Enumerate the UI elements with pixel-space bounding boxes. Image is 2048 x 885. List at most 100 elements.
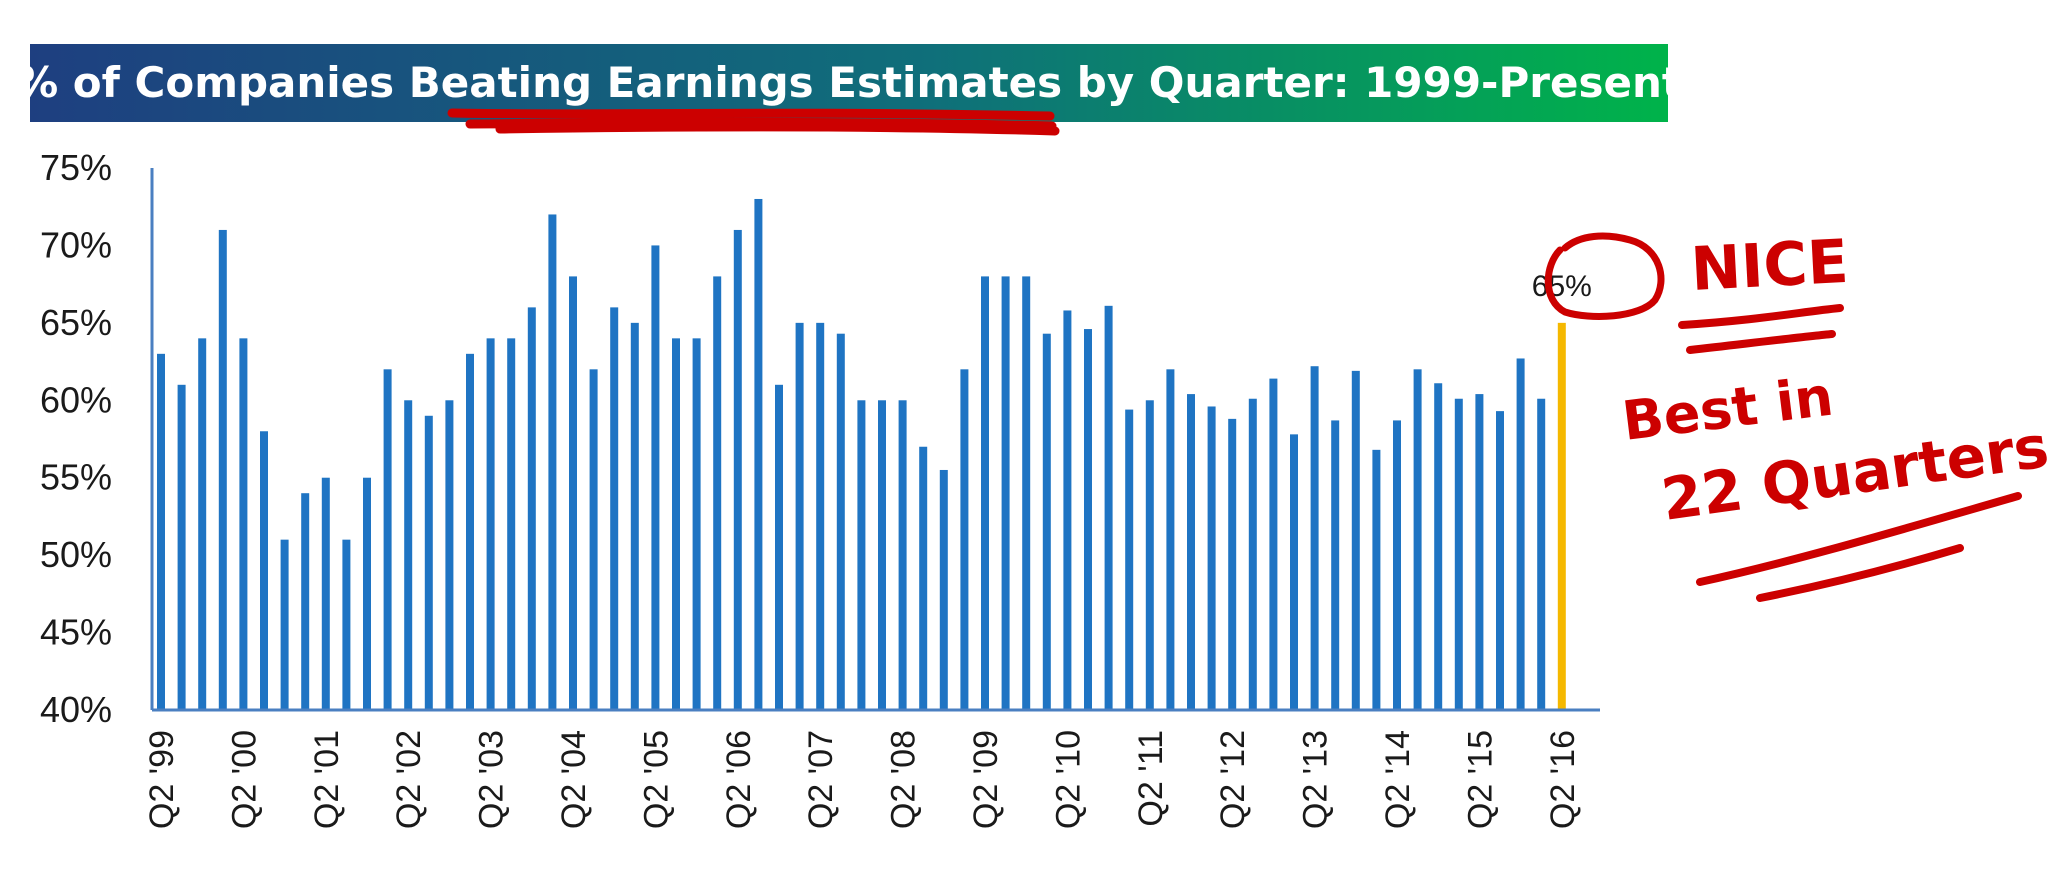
y-tick-label: 40% <box>40 689 112 730</box>
bar <box>383 369 392 710</box>
x-tick-label: Q2 '08 <box>885 730 923 829</box>
bar <box>1372 449 1381 710</box>
y-tick-label: 45% <box>40 612 112 653</box>
highlight-circle-scribble <box>1544 232 1665 320</box>
bar <box>1104 305 1113 710</box>
bar <box>1042 333 1051 710</box>
x-tick-label: Q2 '05 <box>637 730 675 829</box>
bar <box>1269 378 1278 710</box>
bar <box>960 369 969 710</box>
bar <box>280 539 289 710</box>
bar <box>1310 366 1319 710</box>
bar <box>672 338 680 710</box>
bar <box>198 338 207 710</box>
y-tick-label: 60% <box>40 379 112 420</box>
bar <box>466 353 474 710</box>
bar <box>486 338 495 710</box>
bar <box>1537 398 1546 710</box>
quarters-underline-scribble <box>1696 492 2022 602</box>
bar <box>630 322 639 710</box>
bar <box>857 400 866 710</box>
x-tick-label: Q2 '03 <box>473 730 511 829</box>
bar <box>733 229 742 710</box>
x-tick-label: Q2 '15 <box>1461 730 1499 829</box>
x-tick-label: Q2 '11 <box>1132 730 1170 827</box>
bar <box>754 198 763 710</box>
bar <box>218 229 227 710</box>
bar <box>404 400 413 710</box>
bar <box>342 539 351 710</box>
bar <box>424 415 433 710</box>
bar <box>260 431 268 710</box>
x-tick-label: Q2 '09 <box>967 730 1005 829</box>
bar <box>1063 310 1072 710</box>
bar <box>363 477 371 710</box>
highlight-data-label: 65% <box>1532 270 1592 303</box>
bar <box>1434 383 1443 710</box>
bar <box>1351 370 1360 710</box>
bar <box>692 338 701 710</box>
y-tick-label: 75% <box>40 147 112 188</box>
chart-title: % of Companies Beating Earnings Estimate… <box>16 58 1682 107</box>
x-tick-label: Q2 '06 <box>720 730 758 829</box>
bar <box>1393 420 1401 710</box>
bar <box>1001 276 1010 710</box>
bar <box>1228 418 1237 710</box>
x-tick-label: Q2 '10 <box>1049 730 1087 829</box>
x-tick-label: Q2 '00 <box>225 730 263 829</box>
bar <box>321 477 330 710</box>
bar <box>919 446 928 710</box>
bar <box>1166 369 1175 710</box>
bar <box>1496 411 1504 710</box>
bar <box>1187 394 1195 710</box>
bar <box>1207 406 1216 710</box>
bar <box>239 338 248 710</box>
bar <box>548 214 557 710</box>
y-tick-label: 65% <box>40 302 112 343</box>
bar <box>1516 358 1525 710</box>
highlight-bar <box>1557 322 1566 710</box>
annotation-nice: NICE <box>1689 227 1850 305</box>
bar <box>610 307 619 710</box>
y-tick-label: 55% <box>40 457 112 498</box>
x-tick-label: Q2 '99 <box>143 730 181 829</box>
bar <box>878 400 886 710</box>
bar <box>589 369 598 710</box>
y-tick-label: 70% <box>40 224 112 265</box>
bar <box>795 322 804 710</box>
x-tick-label: Q2 '01 <box>308 730 346 829</box>
x-tick-label: Q2 '13 <box>1297 730 1335 829</box>
bar <box>1413 369 1422 710</box>
y-tick-label: 50% <box>40 534 112 575</box>
title-banner <box>30 44 1668 122</box>
x-tick-label: Q2 '02 <box>390 730 428 829</box>
bar <box>527 307 536 710</box>
bar <box>898 400 907 710</box>
bar <box>1331 420 1340 710</box>
annotation-best-in: Best in <box>1619 365 1837 453</box>
x-tick-label: Q2 '16 <box>1544 730 1582 829</box>
bar <box>157 353 165 710</box>
bar <box>569 276 577 710</box>
x-tick-label: Q2 '12 <box>1214 730 1252 829</box>
bar <box>1475 394 1484 710</box>
x-axis-ticks: Q2 '99 Q2 '00 Q2 '01 Q2 '02 Q2 '03 Q2 '04 Q2 '… <box>143 730 1582 829</box>
bar <box>445 400 454 710</box>
bar <box>1084 329 1092 710</box>
bar <box>651 245 660 710</box>
bar <box>1248 398 1257 710</box>
bar <box>177 384 186 710</box>
nice-underline-scribble <box>1678 304 1844 354</box>
bar <box>836 333 845 710</box>
bar <box>1290 434 1298 710</box>
bar <box>981 276 989 710</box>
y-axis-ticks: 40% 45% 50% 55% 60% 65% 70% 75% <box>40 147 112 730</box>
title-underline-scribble <box>447 108 1060 136</box>
bar <box>775 384 783 710</box>
bar <box>507 338 516 710</box>
x-tick-label: Q2 '04 <box>555 730 593 829</box>
bar <box>1125 409 1134 710</box>
x-tick-label: Q2 '07 <box>802 730 840 829</box>
bar <box>939 469 948 710</box>
